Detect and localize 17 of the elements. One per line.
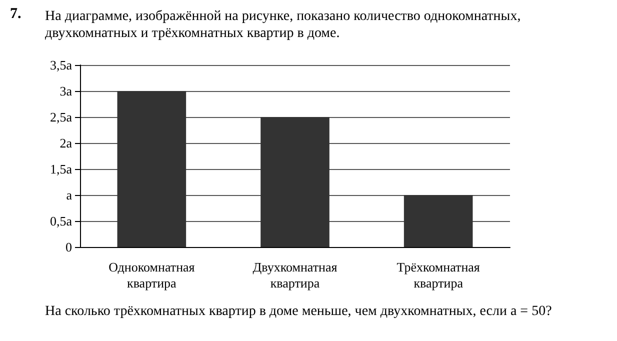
bar: [117, 91, 186, 247]
y-tick-label: 0,5a: [50, 214, 72, 228]
y-tick-label: a: [66, 188, 72, 202]
x-tick-label: Двухкомнатная квартира: [252, 260, 338, 290]
bar: [260, 117, 330, 247]
y-tick-label: 3,5a: [50, 58, 72, 72]
y-tick-label: 3a: [60, 84, 72, 98]
y-tick-label: 2a: [60, 136, 72, 150]
chart-title: На диаграмме, изображённой на рисунке, показано количество однокомнатных, двухкомнатных и трёхкомнатных квартир в доме.: [45, 8, 522, 42]
y-tick-label: 2,5a: [50, 110, 72, 124]
x-tick-label: Однокомнатная квартира: [108, 260, 195, 290]
x-tick-label: Трёхкомнатная квартира: [396, 260, 480, 290]
text: На сколько трёхкомнатных квартир в доме меньше, чем двухкомнатных, если a = 50?: [45, 303, 553, 320]
y-tick-label: 1,5a: [50, 162, 72, 176]
text: 7.: [10, 6, 22, 23]
y-tick-label: 0: [66, 240, 72, 254]
bar: [404, 195, 473, 247]
